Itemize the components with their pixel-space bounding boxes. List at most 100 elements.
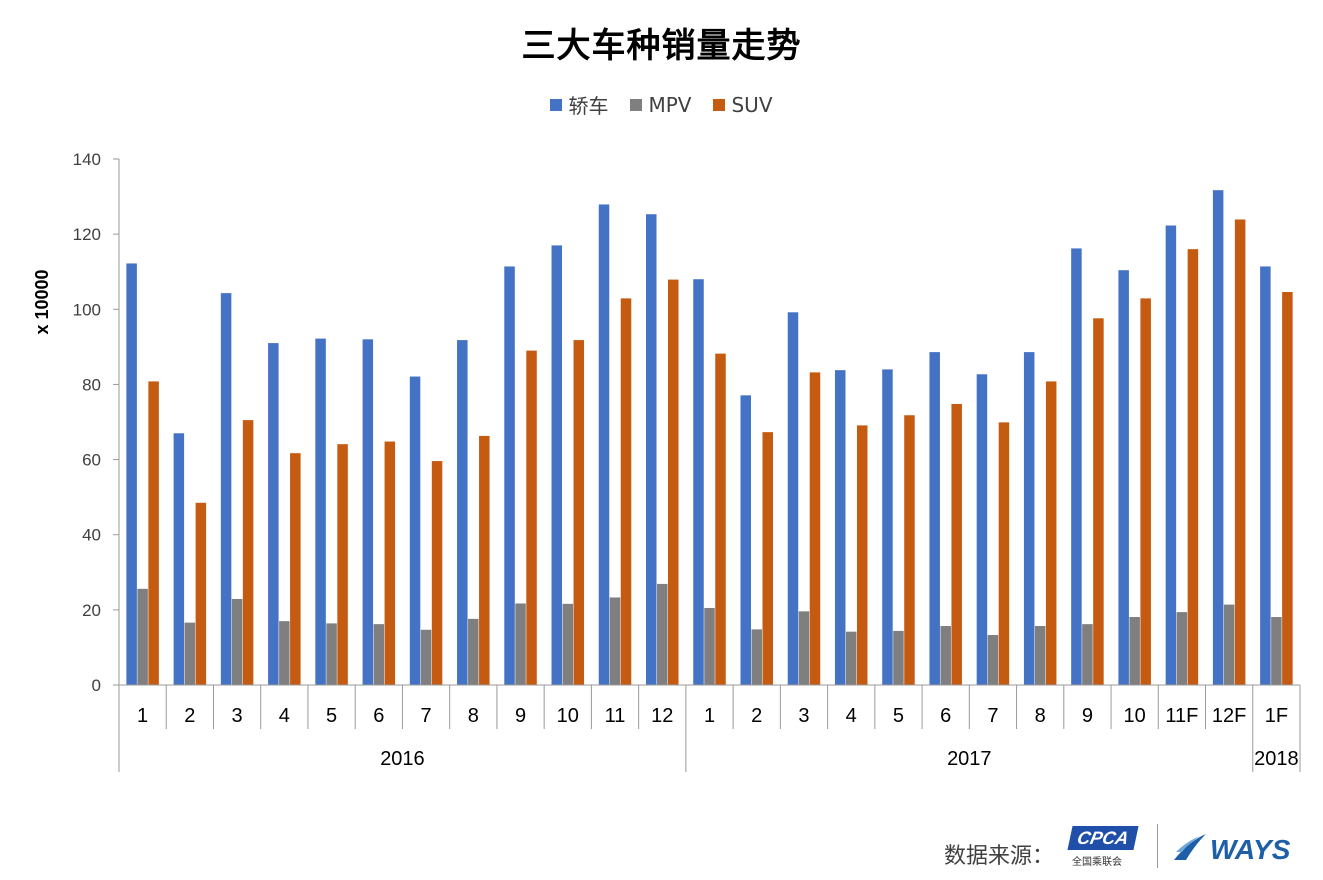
bar-SUV-21 — [1093, 318, 1104, 685]
legend-swatch-mpv — [630, 98, 643, 111]
bar-轿车-11 — [598, 204, 610, 685]
legend-item-sedan[interactable]: 轿车 — [550, 90, 608, 119]
bar-MPV-25 — [1271, 617, 1282, 685]
bar-MPV-16 — [845, 631, 857, 685]
bar-MPV-3 — [231, 598, 243, 685]
legend: 轿车 MPV SUV — [0, 90, 1323, 119]
x-group-label: 2017 — [947, 748, 992, 770]
bar-SUV-23 — [1187, 249, 1199, 686]
bar-MPV-17 — [893, 630, 904, 685]
y-tick-label: 140 — [73, 150, 101, 169]
bar-MPV-7 — [420, 629, 432, 685]
y-tick-label: 0 — [92, 676, 101, 695]
bar-MPV-9 — [515, 603, 526, 685]
x-group-label: 2016 — [380, 748, 425, 770]
bar-MPV-24 — [1223, 604, 1235, 685]
y-tick-label: 60 — [82, 451, 101, 470]
bar-轿车-25 — [1260, 266, 1271, 685]
bar-轿车-2 — [173, 433, 185, 685]
bar-SUV-17 — [904, 415, 915, 685]
bar-MPV-5 — [326, 623, 337, 685]
bar-轿车-6 — [362, 339, 374, 685]
bar-SUV-24 — [1234, 219, 1246, 686]
bar-MPV-2 — [184, 622, 196, 685]
bar-MPV-18 — [940, 626, 951, 685]
bar-SUV-15 — [809, 372, 821, 685]
x-tick-label: 5 — [893, 705, 904, 727]
x-tick-label: 2 — [751, 705, 762, 727]
bar-SUV-5 — [337, 444, 348, 685]
bar-MPV-11 — [609, 597, 621, 685]
bar-SUV-14 — [762, 432, 773, 685]
x-tick-label: 4 — [846, 705, 857, 727]
bar-SUV-3 — [242, 420, 254, 685]
bar-SUV-6 — [384, 441, 396, 685]
legend-item-suv[interactable]: SUV — [713, 90, 773, 119]
legend-swatch-suv — [713, 98, 726, 111]
x-tick-label: 1F — [1265, 705, 1288, 727]
bar-SUV-2 — [195, 502, 207, 685]
bar-MPV-8 — [468, 618, 479, 685]
x-tick-label: 11F — [1165, 705, 1198, 727]
bar-SUV-19 — [998, 422, 1010, 685]
bar-SUV-13 — [715, 353, 726, 685]
bar-MPV-10 — [562, 603, 574, 685]
bar-轿车-10 — [551, 245, 563, 685]
x-tick-label: 11 — [605, 705, 626, 727]
y-axis-title: x 10000 — [32, 269, 52, 334]
x-tick-label: 7 — [420, 705, 431, 727]
ways-logo-text: WAYS — [1210, 834, 1291, 865]
cpca-logo-text: CPCA — [1067, 826, 1139, 850]
bar-SUV-25 — [1282, 292, 1293, 685]
cpca-logo: CPCA 全国乘联会 — [1067, 826, 1140, 868]
bar-轿车-8 — [457, 340, 468, 685]
x-tick-label: 7 — [987, 705, 998, 727]
y-tick-label: 100 — [73, 300, 101, 319]
bar-SUV-10 — [573, 340, 585, 685]
legend-item-mpv[interactable]: MPV — [630, 90, 691, 119]
bar-MPV-15 — [798, 611, 810, 685]
bar-轿车-19 — [976, 374, 988, 685]
bar-轿车-21 — [1071, 248, 1082, 686]
bar-轿车-9 — [504, 266, 515, 685]
bar-轿车-17 — [882, 369, 893, 685]
bar-SUV-7 — [431, 461, 443, 685]
x-tick-label: 3 — [232, 705, 243, 727]
x-tick-label: 8 — [468, 705, 479, 727]
bar-轿车-18 — [929, 352, 940, 685]
bar-MPV-22 — [1129, 617, 1140, 685]
x-tick-label: 9 — [1082, 705, 1093, 727]
bar-MPV-14 — [751, 629, 762, 685]
bar-轿车-15 — [787, 312, 799, 685]
ways-logo: WAYS — [1172, 828, 1292, 868]
bar-轿车-7 — [409, 376, 421, 685]
x-tick-label: 12 — [651, 705, 673, 727]
x-tick-label: 10 — [1124, 705, 1146, 727]
x-tick-label: 6 — [940, 705, 951, 727]
legend-label-suv: SUV — [731, 92, 773, 117]
bar-SUV-16 — [856, 425, 868, 685]
bar-MPV-4 — [279, 621, 290, 685]
bar-MPV-1 — [137, 588, 148, 685]
cpca-logo-subtext: 全国乘联会 — [1072, 857, 1122, 868]
bar-轿车-3 — [220, 293, 232, 685]
bar-MPV-23 — [1176, 612, 1188, 685]
bar-SUV-11 — [620, 298, 632, 685]
x-tick-label: 2 — [184, 705, 195, 727]
bar-轿车-20 — [1023, 352, 1035, 685]
y-tick-label: 40 — [82, 526, 101, 545]
x-tick-label: 8 — [1035, 705, 1046, 727]
legend-label-sedan: 轿车 — [568, 94, 609, 118]
bar-MPV-6 — [373, 624, 385, 685]
x-tick-label: 5 — [326, 705, 337, 727]
bar-轿车-5 — [315, 338, 326, 685]
x-tick-label: 1 — [704, 705, 715, 727]
y-tick-label: 80 — [82, 375, 101, 394]
x-group-label: 2018 — [1254, 748, 1299, 770]
bar-轿车-12 — [646, 214, 657, 686]
ways-wave-icon — [1174, 834, 1206, 860]
bar-SUV-4 — [290, 453, 301, 685]
bar-轿车-22 — [1118, 270, 1129, 685]
x-tick-label: 10 — [557, 705, 579, 727]
legend-swatch-sedan — [550, 98, 563, 111]
